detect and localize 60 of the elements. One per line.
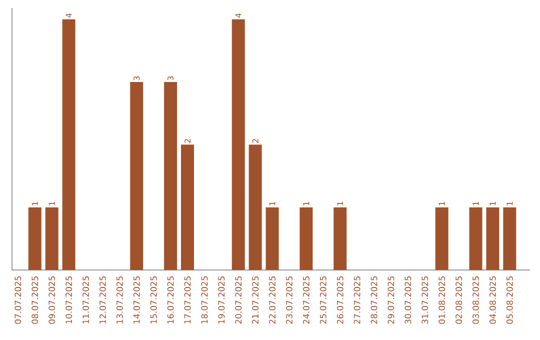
data-label: 1 — [32, 202, 38, 206]
x-tick-label: 28.07.2025 — [370, 276, 378, 324]
bar — [248, 144, 262, 270]
data-label: 1 — [438, 202, 445, 206]
x-tick-label: 29.07.2025 — [388, 276, 394, 324]
x-tick-label: 10.07.2025 — [66, 276, 72, 324]
x-tick-label: 17.07.2025 — [184, 276, 191, 324]
bar — [435, 207, 448, 270]
data-label: 3 — [168, 76, 174, 80]
x-tick-label: 03.08.2025 — [472, 276, 479, 324]
data-label: 1 — [48, 202, 55, 206]
x-tick-label: 30.07.2025 — [404, 276, 412, 324]
bar — [334, 207, 347, 270]
x-tick-label: 14.07.2025 — [133, 276, 140, 324]
bar — [62, 19, 76, 270]
x-tick-label: 24.07.2025 — [302, 276, 310, 324]
x-tick-label: 20.07.2025 — [235, 276, 242, 324]
x-tick-label: 11.07.2025 — [82, 276, 89, 324]
bar — [503, 207, 516, 270]
data-label: 1 — [269, 202, 276, 206]
data-label: 4 — [235, 13, 242, 18]
x-tick-label: 25.07.2025 — [320, 276, 326, 324]
x-tick-label: 13.07.2025 — [116, 276, 123, 324]
x-tick-label: 01.08.2025 — [438, 276, 446, 324]
data-label: 2 — [184, 139, 190, 143]
x-tick-label: 16.07.2025 — [167, 276, 174, 324]
data-label: 1 — [472, 202, 479, 206]
data-label: 1 — [337, 202, 344, 206]
bar — [300, 207, 313, 270]
data-label: 1 — [506, 202, 513, 206]
bar — [130, 82, 144, 270]
x-tick-label: 27.07.2025 — [354, 276, 360, 324]
data-label: 1 — [490, 202, 496, 206]
data-label: 2 — [252, 139, 258, 143]
x-tick-label: 26.07.2025 — [336, 276, 344, 324]
x-tick-label: 12.07.2025 — [100, 276, 106, 324]
bar — [181, 144, 194, 270]
bar — [164, 82, 178, 270]
bar — [232, 19, 245, 270]
x-tick-label: 22.07.2025 — [269, 276, 276, 324]
x-tick-label: 07.07.2025 — [14, 276, 22, 324]
x-tick-label: 02.08.2025 — [456, 276, 462, 324]
x-tick-label: 05.08.2025 — [506, 276, 513, 324]
x-tick-label: 15.07.2025 — [150, 276, 157, 324]
bar — [469, 207, 482, 270]
data-label: 3 — [134, 76, 140, 80]
bar — [266, 207, 279, 270]
x-tick-label: 23.07.2025 — [286, 276, 292, 324]
x-tick-label: 19.07.2025 — [218, 276, 225, 324]
x-tick-label: 09.07.2025 — [48, 276, 56, 324]
bar — [45, 207, 58, 270]
x-tick-label: 21.07.2025 — [252, 276, 259, 324]
x-tick-label: 08.07.2025 — [32, 276, 38, 324]
x-tick-label: 31.07.2025 — [422, 276, 428, 324]
bar — [486, 207, 500, 270]
x-tick-label: 04.08.2025 — [489, 276, 496, 324]
data-label: 4 — [66, 13, 72, 18]
bar — [28, 207, 42, 270]
x-tick-label: 18.07.2025 — [201, 276, 208, 324]
data-label: 1 — [303, 202, 310, 206]
